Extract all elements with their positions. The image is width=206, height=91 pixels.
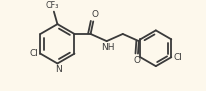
Text: Cl: Cl	[30, 49, 39, 58]
Text: NH: NH	[100, 43, 114, 52]
Text: CF₃: CF₃	[45, 1, 59, 10]
Text: Cl: Cl	[172, 53, 181, 62]
Text: N: N	[55, 65, 61, 74]
Text: O: O	[133, 56, 140, 65]
Text: O: O	[91, 10, 98, 19]
